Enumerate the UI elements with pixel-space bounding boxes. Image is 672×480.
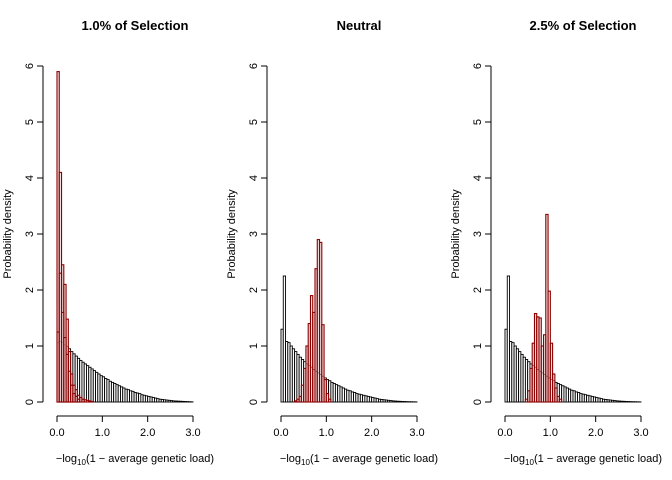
x-tick-label: 3.0 [633,427,648,439]
histogram-bar [328,398,332,403]
y-tick-label: 6 [248,63,260,69]
y-tick-label: 1 [472,343,484,349]
histogram-bar [323,379,327,403]
y-tick-label: 2 [472,287,484,293]
x-tick-label: 0.0 [497,427,512,439]
histogram-bar [549,342,554,403]
x-axis-label-prefix: −log [56,453,77,465]
x-axis-label: −log10(1 − average genetic load) [504,453,662,467]
x-tick-label: 2.0 [140,427,155,439]
y-tick-label: 6 [24,63,36,69]
histogram-bar [282,275,286,403]
series-3 [56,272,81,403]
y-axis-label: Probability density [450,189,462,279]
x-axis-label: −log10(1 − average genetic load) [56,453,214,467]
chart-title: 1.0% of Selection [82,18,189,33]
y-axis: 0 1 2 3 4 5 6 [24,63,44,405]
y-tick-label: 6 [472,63,484,69]
y-tick-label: 1 [248,343,260,349]
x-axis-label-suffix: (1 − average genetic load) [86,453,214,465]
x-tick-label: 1.0 [319,427,334,439]
y-tick-label: 0 [24,399,36,405]
x-axis-label-suffix: (1 − average genetic load) [310,453,438,465]
y-tick-label: 5 [248,119,260,125]
y-tick-label: 5 [472,119,484,125]
y-tick-label: 4 [248,175,260,181]
x-axis-label-subscript: 10 [301,458,310,467]
x-axis: 0.0 1.0 2.0 3.0 [273,415,425,439]
series-2 [294,239,332,403]
y-axis-label: Probability density [226,189,238,279]
x-tick-label: 2.0 [364,427,379,439]
chart-panel-1: 1.0% of Selection 0 1 2 3 4 5 6 Probability dens… [2,18,214,467]
histogram-bar [318,241,323,403]
y-tick-label: 3 [24,231,36,237]
x-tick-label: 1.0 [543,427,558,439]
series-1 [504,275,642,403]
x-axis-label-suffix: (1 − average genetic load) [534,453,662,465]
chart-title: 2.5% of Selection [530,18,637,33]
x-tick-label: 0.0 [49,427,64,439]
y-tick-label: 1 [24,343,36,349]
y-tick-label: 3 [472,231,484,237]
y-axis: 0 1 2 3 4 5 6 [472,63,492,405]
histogram-bar [325,393,330,403]
series-1 [280,275,418,403]
x-axis-label-subscript: 10 [77,458,86,467]
y-tick-label: 4 [24,175,36,181]
y-tick-label: 0 [472,399,484,405]
y-axis-label: Probability density [2,189,14,279]
x-axis: 0.0 1.0 2.0 3.0 [497,415,649,439]
x-axis-label-prefix: −log [280,453,301,465]
series-2 [524,213,563,403]
y-tick-label: 2 [248,287,260,293]
histogram-bar [554,387,558,403]
x-axis-label-subscript: 10 [525,458,534,467]
x-tick-label: 3.0 [185,427,200,439]
y-tick-label: 2 [24,287,36,293]
histogram-bar [321,324,325,403]
x-tick-label: 2.0 [588,427,603,439]
y-tick-label: 0 [248,399,260,405]
histogram-bar [506,275,510,403]
chart-title: Neutral [337,18,382,33]
chart-panel-2: Neutral 0 1 2 3 4 5 6 Probability density 0.0 1.0 2… [226,18,438,467]
histogram-bar [90,400,94,403]
x-tick-label: 3.0 [409,427,424,439]
y-tick-label: 4 [472,175,484,181]
x-axis-label-prefix: −log [504,453,525,465]
x-tick-label: 1.0 [95,427,110,439]
chart-panel-3: 2.5% of Selection 0 1 2 3 4 5 6 Probability dens… [450,18,662,467]
y-axis: 0 1 2 3 4 5 6 [248,63,268,405]
x-tick-label: 0.0 [273,427,288,439]
x-axis-label: −log10(1 − average genetic load) [280,453,438,467]
x-axis: 0.0 1.0 2.0 3.0 [49,415,201,439]
y-tick-label: 3 [248,231,260,237]
histogram-bar [76,398,81,403]
y-tick-label: 5 [24,119,36,125]
histogram-bar [558,398,563,403]
